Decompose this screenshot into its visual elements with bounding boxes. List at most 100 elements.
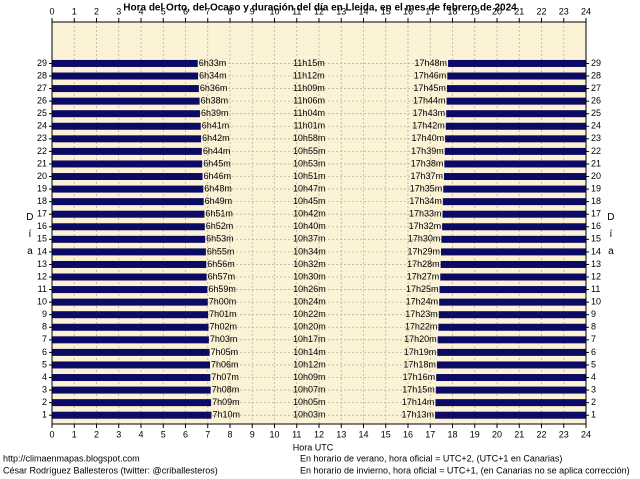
- day-length-label: 10h32m: [293, 259, 326, 269]
- day-length-label: 10h05m: [293, 397, 326, 407]
- y-tick-label: 20: [37, 171, 47, 181]
- x-tick-label: 16: [403, 6, 413, 16]
- sunset-label: 17h14m: [402, 397, 435, 407]
- sunset-label: 17h44m: [413, 96, 446, 106]
- night-bar-morning: [52, 374, 211, 382]
- y-tick-label: 8: [42, 322, 47, 332]
- x-tick-label: 0: [49, 429, 54, 439]
- day-length-label: 10h45m: [293, 196, 326, 206]
- y-tick-label: 13: [591, 259, 601, 269]
- sunset-label: 17h20m: [404, 334, 437, 344]
- y-tick-label: 23: [37, 133, 47, 143]
- night-bar-morning: [52, 160, 203, 168]
- y-tick-label: 26: [37, 96, 47, 106]
- y-tick-label: 2: [42, 397, 47, 407]
- y-tick-label: 12: [37, 271, 47, 281]
- sunset-label: 17h28m: [407, 259, 440, 269]
- night-bar-evening: [441, 248, 586, 256]
- x-tick-label: 3: [116, 429, 121, 439]
- night-bar-morning: [52, 97, 200, 105]
- sunrise-label: 7h07m: [211, 372, 239, 382]
- sunset-label: 17h32m: [409, 221, 442, 231]
- sunrise-label: 6h48m: [204, 183, 232, 193]
- night-bar-evening: [435, 411, 586, 419]
- sunset-label: 17h46m: [414, 70, 447, 80]
- y-tick-label: 9: [591, 309, 596, 319]
- sunrise-label: 7h06m: [211, 359, 239, 369]
- x-tick-label: 7: [205, 6, 210, 16]
- night-bar-morning: [52, 348, 210, 356]
- x-tick-label: 20: [492, 429, 502, 439]
- day-length-label: 10h09m: [293, 372, 326, 382]
- night-bar-evening: [441, 235, 586, 243]
- sunset-label: 17h37m: [410, 171, 443, 181]
- night-bar-evening: [444, 147, 586, 155]
- note: En horario de invierno, hora oficial = U…: [300, 465, 630, 475]
- night-bar-morning: [52, 235, 206, 243]
- x-tick-label: 19: [470, 6, 480, 16]
- sunset-label: 17h35m: [410, 183, 443, 193]
- night-bar-evening: [436, 361, 586, 369]
- night-bar-evening: [444, 160, 586, 168]
- day-length-label: 10h12m: [293, 359, 326, 369]
- sunrise-label: 6h42m: [202, 133, 230, 143]
- y-tick-label: 4: [591, 372, 596, 382]
- y-tick-label: 4: [42, 372, 47, 382]
- y-tick-label: 5: [42, 359, 47, 369]
- sunset-label: 17h42m: [412, 121, 445, 131]
- y-tick-label: 2: [591, 397, 596, 407]
- sunrise-label: 6h38m: [201, 96, 229, 106]
- night-bar-morning: [52, 59, 198, 67]
- x-tick-label: 13: [336, 6, 346, 16]
- y-tick-label: 18: [591, 196, 601, 206]
- sunrise-label: 7h03m: [210, 334, 238, 344]
- x-tick-label: 17: [425, 6, 435, 16]
- day-length-label: 11h04m: [293, 108, 325, 118]
- y-axis-label-right: Día: [605, 212, 616, 263]
- x-tick-label: 8: [227, 6, 232, 16]
- night-bar-morning: [52, 273, 207, 281]
- day-length-label: 10h24m: [293, 297, 326, 307]
- night-bar-evening: [442, 223, 586, 231]
- sunrise-label: 7h09m: [212, 397, 240, 407]
- night-bar-morning: [52, 311, 209, 319]
- day-length-label: 10h14m: [293, 347, 326, 357]
- sunset-label: 17h40m: [412, 133, 445, 143]
- sunset-label: 17h19m: [404, 347, 437, 357]
- sunset-label: 17h48m: [415, 58, 448, 68]
- day-length-label: 10h51m: [293, 171, 326, 181]
- sunset-label: 17h25m: [406, 284, 439, 294]
- x-tick-label: 10: [269, 6, 279, 16]
- sunrise-label: 7h01m: [209, 309, 237, 319]
- sunrise-label: 6h52m: [206, 221, 234, 231]
- y-tick-label: 25: [37, 108, 47, 118]
- y-tick-label: 11: [38, 284, 47, 294]
- night-bar-morning: [52, 173, 203, 181]
- night-bar-evening: [446, 85, 586, 93]
- credit: http://climaenmapas.blogspot.com: [3, 453, 140, 463]
- night-bar-evening: [446, 110, 586, 118]
- y-tick-label: 20: [591, 171, 601, 181]
- x-tick-label: 9: [250, 6, 255, 16]
- night-bar-morning: [52, 361, 210, 369]
- night-bar-morning: [52, 223, 205, 231]
- x-tick-label: 13: [336, 429, 346, 439]
- day-length-label: 10h47m: [293, 183, 326, 193]
- x-tick-label: 16: [403, 429, 413, 439]
- y-tick-label: 27: [37, 83, 47, 93]
- y-tick-label: 19: [37, 183, 47, 193]
- note: En horario de verano, hora oficial = UTC…: [300, 453, 562, 463]
- y-tick-label: 6: [42, 347, 47, 357]
- night-bar-morning: [52, 386, 211, 394]
- night-bar-evening: [437, 336, 586, 344]
- x-tick-label: 0: [49, 6, 54, 16]
- x-tick-label: 3: [116, 6, 121, 16]
- x-tick-label: 7: [205, 429, 210, 439]
- x-tick-label: 14: [358, 429, 368, 439]
- night-bar-morning: [52, 85, 199, 93]
- sunrise-label: 7h05m: [211, 347, 239, 357]
- sunset-label: 17h30m: [408, 234, 441, 244]
- y-tick-label: 5: [591, 359, 596, 369]
- x-tick-label: 14: [358, 6, 368, 16]
